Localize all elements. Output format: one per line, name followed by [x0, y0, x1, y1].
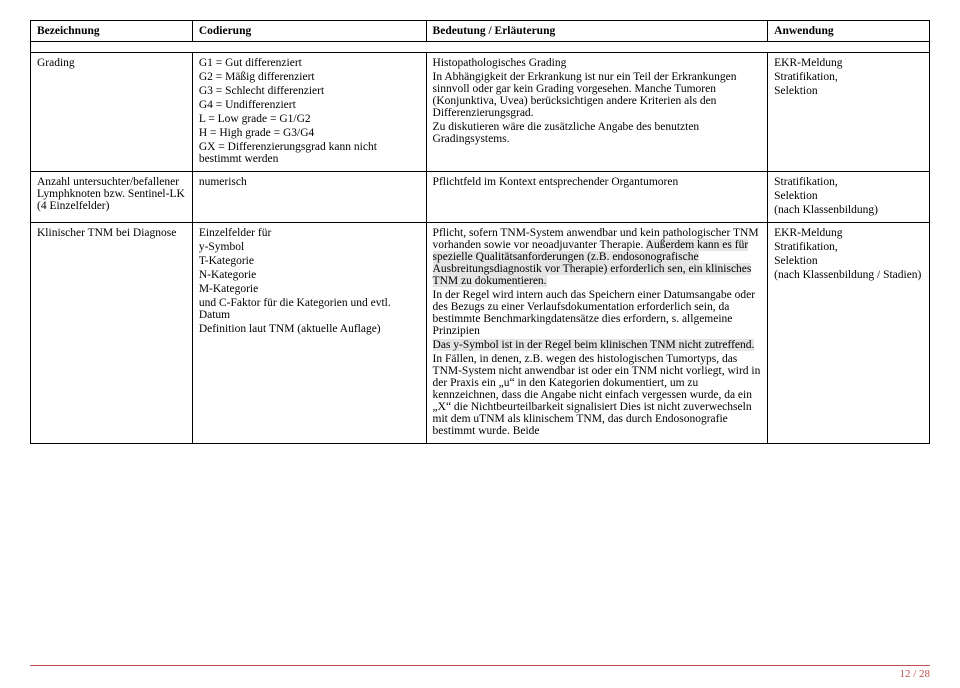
cod-line: G4 = Undifferenziert — [199, 99, 420, 111]
bed-line: Zu diskutieren wäre die zusätzliche Anga… — [433, 121, 762, 145]
anw-line: Stratifikation, — [774, 71, 923, 83]
anw-line: (nach Klassenbildung / Stadien) — [774, 269, 923, 281]
cod-line: Einzelfelder für — [199, 227, 420, 239]
cod-line: T-Kategorie — [199, 255, 420, 267]
bed-para: Pflicht, sofern TNM-System anwendbar und… — [433, 227, 762, 287]
cod-line: H = High grade = G3/G4 — [199, 127, 420, 139]
cell-anwendung: Stratifikation, Selektion (nach Klassenb… — [768, 172, 930, 223]
anw-line: Selektion — [774, 85, 923, 97]
bed-para: In der Regel wird intern auch das Speich… — [433, 289, 762, 337]
spacer-row — [31, 42, 930, 53]
cod-line: M-Kategorie — [199, 283, 420, 295]
cod-line: y-Symbol — [199, 241, 420, 253]
bed-para: In Fällen, in denen, z.B. wegen des hist… — [433, 353, 762, 437]
page-number: 12 — [899, 668, 910, 680]
anw-line: Selektion — [774, 255, 923, 267]
table-row: Klinischer TNM bei Diagnose Einzelfelder… — [31, 223, 930, 444]
cod-line: L = Low grade = G1/G2 — [199, 113, 420, 125]
table-row: Anzahl untersuchter/befallener Lymphknot… — [31, 172, 930, 223]
table-row: Grading G1 = Gut differenziert G2 = Mäßi… — [31, 53, 930, 172]
cell-bezeichnung: Anzahl untersuchter/befallener Lymphknot… — [31, 172, 193, 223]
header-anwendung: Anwendung — [768, 21, 930, 42]
cell-bezeichnung: Klinischer TNM bei Diagnose — [31, 223, 193, 444]
page-total: 28 — [919, 668, 930, 680]
cell-codierung: Einzelfelder für y-Symbol T-Kategorie N-… — [192, 223, 426, 444]
anw-line: (nach Klassenbildung) — [774, 204, 923, 216]
anw-line: EKR-Meldung — [774, 57, 923, 69]
cod-line: GX = Differenzierungsgrad kann nicht bes… — [199, 141, 420, 165]
cell-anwendung: EKR-Meldung Stratifikation, Selektion (n… — [768, 223, 930, 444]
cell-bezeichnung: Grading — [31, 53, 193, 172]
cell-bedeutung: Pflichtfeld im Kontext entsprechender Or… — [426, 172, 768, 223]
page-footer: 12 / 28 — [30, 665, 930, 680]
cell-bedeutung: Pflicht, sofern TNM-System anwendbar und… — [426, 223, 768, 444]
bed-line: Histopathologisches Grading — [433, 57, 762, 69]
header-row: Bezeichnung Codierung Bedeutung / Erläut… — [31, 21, 930, 42]
header-codierung: Codierung — [192, 21, 426, 42]
anw-line: Stratifikation, — [774, 176, 923, 188]
cod-line: G1 = Gut differenziert — [199, 57, 420, 69]
cod-line: Definition laut TNM (aktuelle Auflage) — [199, 323, 420, 335]
cod-line: G2 = Mäßig differenziert — [199, 71, 420, 83]
cod-line: N-Kategorie — [199, 269, 420, 281]
bed-line: In Abhängigkeit der Erkrankung ist nur e… — [433, 71, 762, 119]
bed-para: Das y-Symbol ist in der Regel beim klini… — [433, 339, 762, 351]
anw-line: Selektion — [774, 190, 923, 202]
cell-codierung: G1 = Gut differenziert G2 = Mäßig differ… — [192, 53, 426, 172]
header-bedeutung: Bedeutung / Erläuterung — [426, 21, 768, 42]
cell-anwendung: EKR-Meldung Stratifikation, Selektion — [768, 53, 930, 172]
page-sep: / — [910, 668, 919, 680]
anw-line: EKR-Meldung — [774, 227, 923, 239]
anw-line: Stratifikation, — [774, 241, 923, 253]
cell-codierung: numerisch — [192, 172, 426, 223]
cod-line: G3 = Schlecht differenziert — [199, 85, 420, 97]
cell-bedeutung: Histopathologisches Grading In Abhängigk… — [426, 53, 768, 172]
bed-highlight: Das y-Symbol ist in der Regel beim klini… — [433, 339, 755, 351]
header-bezeichnung: Bezeichnung — [31, 21, 193, 42]
doc-table: Bezeichnung Codierung Bedeutung / Erläut… — [30, 20, 930, 444]
cod-line: und C-Faktor für die Kategorien und evtl… — [199, 297, 420, 321]
